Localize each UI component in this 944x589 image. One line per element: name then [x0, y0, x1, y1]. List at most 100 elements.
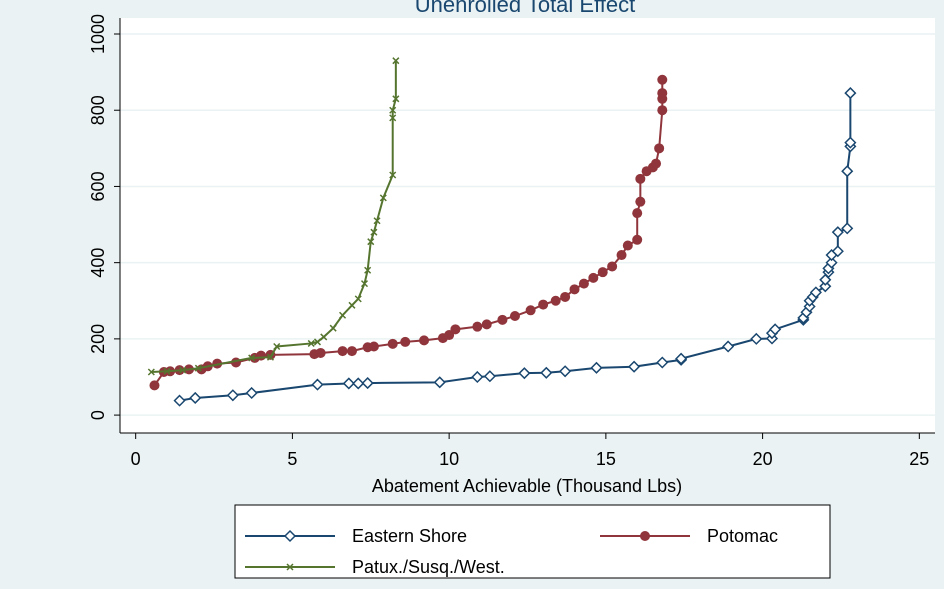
- y-tick-label: 1000: [88, 14, 108, 54]
- point: [481, 319, 492, 330]
- point: [361, 377, 374, 390]
- point: [189, 391, 202, 405]
- legend-label: Patux./Susq./West.: [352, 557, 505, 577]
- point: [569, 284, 580, 295]
- point: [825, 256, 838, 269]
- point: [313, 338, 322, 346]
- point: [769, 323, 782, 336]
- point: [657, 105, 668, 116]
- point: [450, 324, 461, 335]
- point: [844, 87, 857, 100]
- point: [750, 332, 763, 345]
- point: [654, 143, 665, 154]
- point: [389, 114, 397, 122]
- point: [657, 88, 668, 99]
- point: [368, 341, 379, 352]
- point: [635, 173, 646, 184]
- point: [367, 238, 375, 246]
- point: [163, 367, 171, 375]
- point: [392, 95, 400, 103]
- point: [525, 305, 536, 316]
- x-tick-label: 25: [909, 449, 929, 469]
- x-tick-label: 15: [596, 449, 616, 469]
- point: [651, 158, 662, 169]
- point: [311, 378, 324, 391]
- point: [329, 324, 337, 332]
- point: [635, 196, 646, 207]
- point: [632, 234, 643, 245]
- point: [352, 377, 365, 390]
- y-tick-label: 0: [88, 410, 108, 420]
- point: [841, 165, 854, 178]
- point: [392, 57, 400, 65]
- point: [379, 194, 387, 202]
- y-tick-label: 200: [88, 324, 108, 354]
- point: [831, 226, 844, 239]
- point: [370, 228, 378, 236]
- point: [657, 74, 668, 85]
- point: [471, 370, 484, 384]
- legend-label: Eastern Shore: [352, 526, 467, 546]
- point: [248, 354, 256, 362]
- point: [675, 352, 688, 365]
- point: [578, 278, 589, 289]
- point: [622, 240, 633, 251]
- point: [273, 342, 281, 351]
- point: [433, 376, 446, 389]
- plot-area: [120, 18, 935, 433]
- y-tick-label: 600: [88, 171, 108, 201]
- point: [354, 295, 362, 303]
- legend-marker: [283, 529, 297, 543]
- point: [348, 301, 356, 309]
- point: [497, 314, 508, 325]
- point: [245, 386, 258, 400]
- point: [550, 295, 561, 306]
- point: [389, 171, 397, 179]
- point: [540, 366, 553, 379]
- point: [597, 267, 608, 278]
- point: [256, 350, 267, 361]
- point: [147, 368, 155, 376]
- point: [266, 353, 274, 361]
- point: [559, 365, 572, 378]
- point: [339, 311, 347, 319]
- point: [419, 335, 430, 346]
- point: [149, 380, 160, 391]
- point: [590, 361, 603, 374]
- point: [809, 286, 822, 299]
- point: [538, 299, 549, 310]
- x-axis-title: Abatement Achievable (Thousand Lbs): [372, 476, 682, 496]
- chart-title: Unenrolled Total Effect: [415, 0, 636, 17]
- point: [518, 367, 531, 380]
- legend-marker: [640, 531, 650, 541]
- x-tick-label: 0: [131, 449, 141, 469]
- point: [841, 222, 854, 235]
- point: [656, 356, 669, 369]
- x-tick-label: 20: [753, 449, 773, 469]
- point: [342, 377, 355, 390]
- point: [844, 136, 857, 149]
- point: [373, 217, 381, 225]
- point: [315, 347, 326, 358]
- point: [337, 346, 348, 357]
- x-tick-label: 10: [439, 449, 459, 469]
- y-tick-label: 400: [88, 248, 108, 278]
- point: [364, 266, 372, 274]
- point: [226, 389, 239, 402]
- y-tick-label: 800: [88, 95, 108, 125]
- point: [588, 272, 599, 283]
- point: [722, 340, 735, 353]
- point: [346, 346, 357, 357]
- point: [632, 208, 643, 219]
- point: [307, 339, 315, 347]
- point: [509, 311, 520, 322]
- point: [483, 370, 496, 383]
- point: [400, 336, 411, 347]
- point: [831, 245, 844, 258]
- point: [607, 261, 618, 272]
- point: [628, 360, 641, 373]
- point: [179, 366, 187, 374]
- legend: [234, 504, 831, 579]
- point: [472, 321, 483, 332]
